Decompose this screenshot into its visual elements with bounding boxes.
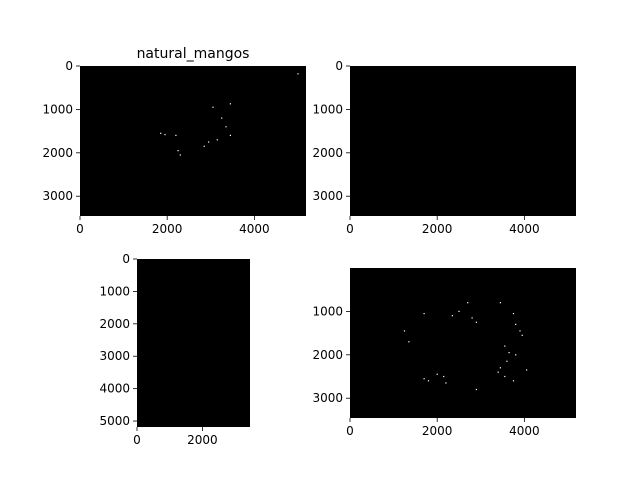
data-point bbox=[526, 369, 528, 371]
data-point bbox=[160, 132, 162, 134]
data-point bbox=[521, 334, 523, 336]
y-tick-label: 2000 bbox=[99, 317, 130, 331]
x-tick-label: 0 bbox=[133, 433, 141, 447]
subplot-1: 0 2000 4000 0 1000 2000 3000 natural_mangos bbox=[42, 46, 306, 236]
x-tick-label: 4000 bbox=[509, 222, 540, 236]
data-point bbox=[445, 382, 447, 384]
data-point bbox=[175, 134, 177, 136]
data-point bbox=[443, 375, 445, 378]
y-tick-label: 0 bbox=[65, 59, 73, 73]
data-point bbox=[408, 341, 410, 343]
y-tick-label: 5000 bbox=[99, 414, 130, 428]
subplot-2: 0 2000 4000 0 1000 2000 3000 bbox=[312, 59, 576, 236]
data-point bbox=[451, 315, 453, 317]
y-tick-label: 3000 bbox=[312, 391, 343, 405]
x-tick-label: 4000 bbox=[239, 222, 270, 236]
data-point bbox=[164, 134, 166, 136]
data-point bbox=[179, 154, 181, 156]
data-point bbox=[203, 145, 205, 147]
subplot-4: 0 2000 4000 1000 2000 3000 bbox=[312, 268, 576, 438]
data-point bbox=[519, 330, 521, 332]
y-tick-label: 0 bbox=[122, 252, 130, 266]
data-point bbox=[427, 380, 430, 382]
y-tick-label: 4000 bbox=[99, 382, 130, 396]
data-point bbox=[458, 310, 460, 312]
x-tick-label: 0 bbox=[346, 222, 354, 236]
data-point bbox=[499, 367, 501, 369]
data-point bbox=[423, 313, 425, 315]
plot-area bbox=[350, 66, 576, 216]
y-tick-label: 2000 bbox=[312, 146, 343, 160]
data-point bbox=[497, 371, 499, 373]
data-point bbox=[403, 330, 406, 332]
data-point bbox=[471, 317, 473, 319]
data-point bbox=[512, 380, 515, 382]
y-tick-label: 2000 bbox=[312, 348, 343, 362]
x-tick-label: 0 bbox=[346, 424, 354, 438]
data-point bbox=[508, 352, 510, 354]
data-point bbox=[177, 150, 179, 152]
y-tick-label: 3000 bbox=[312, 189, 343, 203]
data-point bbox=[512, 313, 515, 315]
chart-title: natural_mangos bbox=[137, 46, 250, 62]
data-point bbox=[515, 323, 517, 325]
plot-area bbox=[350, 268, 576, 418]
x-tick-label: 2000 bbox=[152, 222, 183, 236]
data-point bbox=[229, 134, 231, 136]
y-tick-label: 1000 bbox=[312, 304, 343, 318]
x-tick-label: 2000 bbox=[422, 222, 453, 236]
y-tick-label: 3000 bbox=[42, 189, 73, 203]
data-point bbox=[515, 354, 517, 356]
data-point bbox=[504, 345, 506, 347]
data-point bbox=[229, 103, 231, 105]
plot-area bbox=[137, 259, 250, 427]
x-tick-label: 2000 bbox=[187, 433, 218, 447]
data-point bbox=[221, 117, 223, 119]
y-tick-label: 3000 bbox=[99, 349, 130, 363]
y-tick-label: 1000 bbox=[42, 102, 73, 116]
data-point bbox=[212, 106, 214, 108]
y-tick-label: 1000 bbox=[99, 284, 130, 298]
data-point bbox=[216, 139, 218, 141]
data-point bbox=[297, 73, 299, 75]
x-tick-label: 2000 bbox=[422, 424, 453, 438]
data-point bbox=[475, 321, 477, 323]
x-tick-label: 0 bbox=[76, 222, 84, 236]
data-point bbox=[475, 388, 477, 391]
y-tick-label: 2000 bbox=[42, 146, 73, 160]
data-point bbox=[467, 302, 469, 304]
subplot-grid: 0 2000 4000 0 1000 2000 3000 natural_mangos 0 200… bbox=[42, 46, 576, 447]
data-point bbox=[436, 373, 438, 375]
data-point bbox=[225, 126, 227, 128]
data-point bbox=[506, 360, 508, 362]
y-tick-label: 0 bbox=[335, 59, 343, 73]
data-point bbox=[423, 378, 425, 380]
plot-area bbox=[80, 66, 306, 216]
data-point bbox=[504, 375, 506, 378]
data-point bbox=[208, 141, 210, 143]
x-tick-label: 4000 bbox=[509, 424, 540, 438]
y-tick-label: 1000 bbox=[312, 102, 343, 116]
data-point bbox=[499, 302, 501, 304]
subplot-3: 0 2000 0 1000 2000 3000 4000 5000 bbox=[99, 252, 250, 447]
